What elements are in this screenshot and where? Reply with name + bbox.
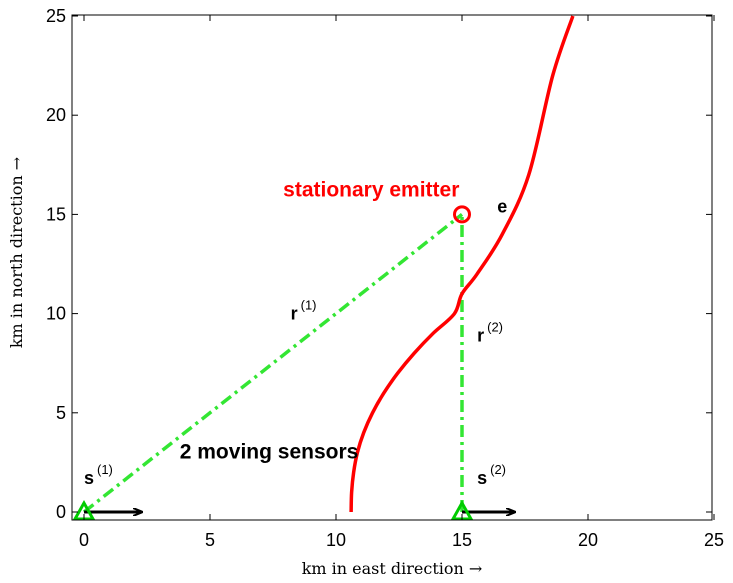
y-tick-label: 15 xyxy=(46,204,66,224)
x-tick-label: 20 xyxy=(578,530,598,550)
range-label-2: r xyxy=(477,325,484,345)
y-tick-label: 20 xyxy=(46,105,66,125)
range-label-sup-2: (2) xyxy=(487,319,503,334)
annotation-moving-sensors: 2 moving sensors xyxy=(180,440,359,463)
y-axis-label: km in north direction → xyxy=(7,157,26,348)
y-tick-label: 10 xyxy=(46,304,66,324)
emitter-curve-1 xyxy=(349,15,575,513)
emitter-label: e xyxy=(497,196,507,216)
range-label-sup-1: (1) xyxy=(301,298,317,313)
x-axis-label: km in east direction → xyxy=(302,559,483,578)
labels-layer: km in east direction → km in north direct… xyxy=(7,157,507,578)
y-tick-label: 5 xyxy=(56,403,66,423)
emitter-marker xyxy=(453,205,471,224)
x-tick-label: 25 xyxy=(704,530,724,550)
sensor-label-sup-2: (2) xyxy=(490,462,506,477)
x-tick-label: 15 xyxy=(452,530,472,550)
x-tick-label: 10 xyxy=(326,530,346,550)
range-label-1: r xyxy=(291,304,298,324)
plot-layer xyxy=(72,15,575,521)
annotation-stationary-emitter: stationary emitter xyxy=(283,179,459,202)
sensor-label-2: s xyxy=(477,468,487,488)
sensor-label-1: s xyxy=(84,468,94,488)
plot-frame xyxy=(71,14,713,521)
x-tick-label: 5 xyxy=(205,530,215,550)
sensor-label-sup-1: (1) xyxy=(97,462,113,477)
axes-layer: 0 5 10 15 20 25 0 5 10 15 20 25 xyxy=(46,6,724,550)
y-tick-label: 0 xyxy=(56,502,66,522)
x-tick-label: 0 xyxy=(79,530,89,550)
y-tick-label: 25 xyxy=(46,6,66,26)
range-line-1 xyxy=(82,213,464,514)
